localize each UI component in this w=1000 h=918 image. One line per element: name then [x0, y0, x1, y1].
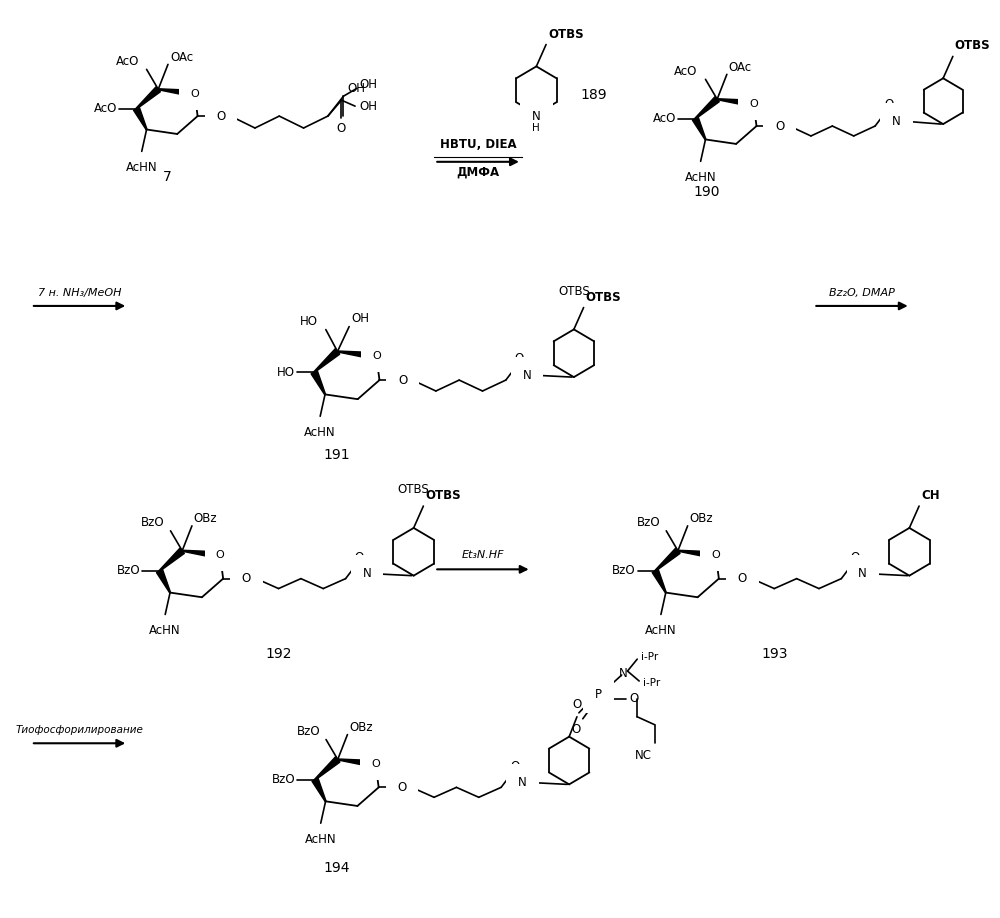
- Text: 7: 7: [163, 170, 171, 184]
- Text: N: N: [518, 776, 527, 789]
- Text: 192: 192: [266, 647, 292, 661]
- Text: OTBS: OTBS: [425, 489, 461, 502]
- Text: 7 н. NH₃/MeOH: 7 н. NH₃/MeOH: [38, 288, 121, 298]
- Text: 191: 191: [324, 448, 350, 462]
- Text: BzO: BzO: [297, 725, 320, 738]
- Text: N: N: [523, 369, 532, 382]
- Text: N: N: [532, 109, 541, 123]
- Text: OTBS: OTBS: [558, 285, 590, 297]
- Text: BzO: BzO: [637, 517, 660, 530]
- Text: Тиофосфорилирование: Тиофосфорилирование: [16, 725, 143, 735]
- Text: AcHN: AcHN: [149, 624, 181, 637]
- Polygon shape: [678, 550, 716, 559]
- Text: O: O: [884, 98, 893, 111]
- Text: Et₃N.HF: Et₃N.HF: [462, 551, 504, 560]
- Polygon shape: [159, 548, 184, 571]
- Text: O: O: [337, 122, 346, 135]
- Text: OBz: OBz: [690, 512, 713, 525]
- Text: OAc: OAc: [170, 50, 193, 64]
- Text: O: O: [355, 551, 364, 564]
- Polygon shape: [695, 96, 719, 119]
- Text: O: O: [572, 698, 582, 711]
- Text: O: O: [572, 722, 581, 735]
- Text: H: H: [532, 123, 540, 133]
- Polygon shape: [182, 550, 221, 559]
- Text: O: O: [216, 551, 224, 560]
- Text: NC: NC: [635, 748, 652, 762]
- Polygon shape: [338, 759, 376, 767]
- Text: OH: OH: [351, 312, 369, 325]
- Text: AcHN: AcHN: [685, 172, 716, 185]
- Text: OTBS: OTBS: [398, 483, 430, 496]
- Text: O: O: [371, 759, 380, 769]
- Text: 193: 193: [761, 647, 788, 661]
- Text: i-Pr: i-Pr: [643, 678, 660, 688]
- Text: O: O: [190, 89, 199, 99]
- Text: i-Pr: i-Pr: [641, 652, 658, 662]
- Text: AcHN: AcHN: [645, 624, 677, 637]
- Text: OTBS: OTBS: [586, 290, 621, 304]
- Polygon shape: [314, 349, 340, 373]
- Text: N: N: [619, 666, 628, 679]
- Text: BzO: BzO: [116, 565, 140, 577]
- Text: AcHN: AcHN: [126, 162, 158, 174]
- Text: HO: HO: [277, 365, 295, 378]
- Text: O: O: [398, 374, 407, 386]
- Text: OTBS: OTBS: [955, 39, 990, 52]
- Polygon shape: [136, 86, 160, 109]
- Text: O: O: [216, 109, 226, 123]
- Text: OH: OH: [359, 100, 377, 113]
- Text: O: O: [738, 572, 747, 585]
- Text: BzO: BzO: [272, 773, 296, 786]
- Text: O: O: [397, 781, 407, 794]
- Text: 190: 190: [693, 185, 720, 198]
- Text: OH: OH: [347, 82, 365, 95]
- Text: P: P: [595, 688, 602, 701]
- Polygon shape: [311, 371, 325, 395]
- Text: O: O: [629, 692, 639, 705]
- Text: O: O: [850, 551, 860, 564]
- Text: Bz₂O, DMAP: Bz₂O, DMAP: [829, 288, 895, 298]
- Text: AcHN: AcHN: [304, 426, 336, 439]
- Text: O: O: [372, 352, 381, 361]
- Text: O: O: [749, 98, 758, 108]
- Text: AcHN: AcHN: [305, 834, 337, 846]
- Text: 189: 189: [580, 88, 607, 102]
- Polygon shape: [158, 89, 195, 97]
- Text: HO: HO: [300, 315, 318, 328]
- Text: 194: 194: [324, 860, 350, 875]
- Polygon shape: [312, 778, 326, 801]
- Text: O: O: [510, 759, 519, 773]
- Polygon shape: [655, 548, 680, 571]
- Text: HBTU, DIEA: HBTU, DIEA: [440, 139, 516, 151]
- Polygon shape: [717, 99, 754, 107]
- Text: BzO: BzO: [141, 517, 165, 530]
- Text: CH: CH: [921, 489, 940, 502]
- Text: N: N: [892, 115, 901, 128]
- Text: OTBS: OTBS: [548, 28, 584, 40]
- Text: O: O: [515, 353, 524, 365]
- Text: AcO: AcO: [94, 102, 117, 115]
- Text: OBz: OBz: [194, 512, 217, 525]
- Text: OBz: OBz: [349, 722, 373, 734]
- Text: O: O: [775, 119, 784, 132]
- Text: O: O: [242, 572, 251, 585]
- Text: OH: OH: [359, 78, 377, 91]
- Text: N: N: [858, 567, 867, 580]
- Polygon shape: [133, 107, 147, 129]
- Polygon shape: [315, 756, 340, 780]
- Text: OAc: OAc: [729, 61, 752, 73]
- Text: O: O: [711, 551, 720, 560]
- Polygon shape: [337, 351, 377, 360]
- Text: AcO: AcO: [652, 112, 676, 125]
- Text: N: N: [363, 567, 371, 580]
- Polygon shape: [156, 569, 171, 593]
- Polygon shape: [652, 569, 666, 593]
- Polygon shape: [692, 118, 706, 140]
- Text: AcO: AcO: [115, 55, 139, 68]
- Text: ДМФА: ДМФА: [456, 165, 500, 178]
- Text: BzO: BzO: [612, 565, 636, 577]
- Text: AcO: AcO: [674, 65, 698, 78]
